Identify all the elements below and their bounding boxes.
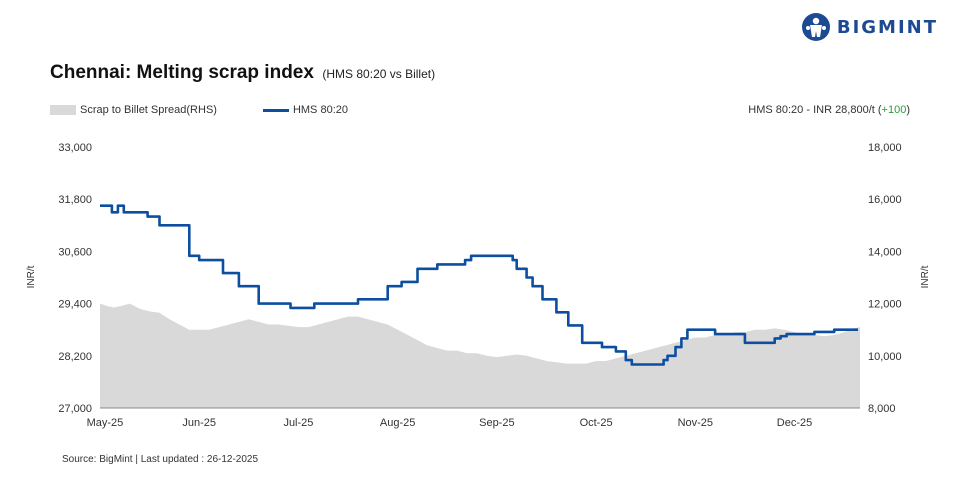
x-tick-label: Nov-25 xyxy=(678,417,713,429)
x-tick-label: Sep-25 xyxy=(479,417,514,429)
chart-title: Chennai: Melting scrap index xyxy=(50,62,314,83)
chart-legend: Scrap to Billet Spread(RHS) HMS 80:20 xyxy=(50,104,348,116)
y-right-axis-label: INR/t xyxy=(920,265,931,288)
y-left-tick-labels: 27,000 28,200 29,400 30,600 31,800 33,000 xyxy=(58,142,92,415)
y-left-tick-label: 31,800 xyxy=(58,194,92,206)
x-tick-label: Aug-25 xyxy=(380,417,415,429)
hms-line xyxy=(100,204,858,366)
spread-area-layer xyxy=(100,303,860,408)
hms-line-layer xyxy=(100,204,858,366)
legend-area-label: Scrap to Billet Spread(RHS) xyxy=(80,104,217,116)
x-tick-label: May-25 xyxy=(87,417,124,429)
y-left-tick-label: 27,000 xyxy=(58,403,92,415)
x-tick-label: Jul-25 xyxy=(283,417,313,429)
brand-logo: BIGMINT xyxy=(801,12,938,42)
spread-area xyxy=(100,303,860,408)
price-change-value: +100 xyxy=(881,104,907,116)
chart-heading: Chennai: Melting scrap index (HMS 80:20 … xyxy=(50,62,435,84)
bigmint-emblem-icon xyxy=(801,13,830,41)
legend-line-swatch xyxy=(262,108,289,112)
y-right-tick-label: 8,000 xyxy=(868,403,896,415)
x-tick-label: Oct-25 xyxy=(580,417,613,429)
x-tick-label: Jun-25 xyxy=(182,417,216,429)
x-tick-labels: May-25 Jun-25 Jul-25 Aug-25 Sep-25 Oct-25 Nov-… xyxy=(87,417,813,429)
y-right-tick-label: 18,000 xyxy=(868,142,902,154)
source-note: Source: BigMint | Last updated : 26-12-2… xyxy=(62,454,259,465)
latest-price-note: HMS 80:20 - INR 28,800/t (+100) xyxy=(748,104,910,116)
y-left-tick-label: 30,600 xyxy=(58,246,92,258)
legend-line-label: HMS 80:20 xyxy=(292,104,348,116)
y-left-tick-label: 28,200 xyxy=(58,351,92,363)
y-right-tick-labels: 8,000 10,000 12,000 14,000 16,000 18,000 xyxy=(868,142,902,415)
x-tick-label: Dec-25 xyxy=(777,417,812,429)
y-left-tick-label: 33,000 xyxy=(58,142,92,154)
brand-name: BIGMINT xyxy=(836,16,938,38)
y-right-tick-label: 10,000 xyxy=(868,351,902,363)
chart-subtitle: (HMS 80:20 vs Billet) xyxy=(322,67,436,81)
legend-area-swatch xyxy=(50,105,76,115)
price-note-close: ) xyxy=(906,104,910,116)
price-note-text: HMS 80:20 - INR 28,800/t ( xyxy=(748,104,882,116)
y-left-tick-label: 29,400 xyxy=(58,299,92,311)
y-left-axis-label: INR/t xyxy=(26,265,37,288)
y-right-tick-label: 12,000 xyxy=(868,299,902,311)
y-right-tick-label: 14,000 xyxy=(868,246,902,258)
y-right-tick-label: 16,000 xyxy=(868,194,902,206)
